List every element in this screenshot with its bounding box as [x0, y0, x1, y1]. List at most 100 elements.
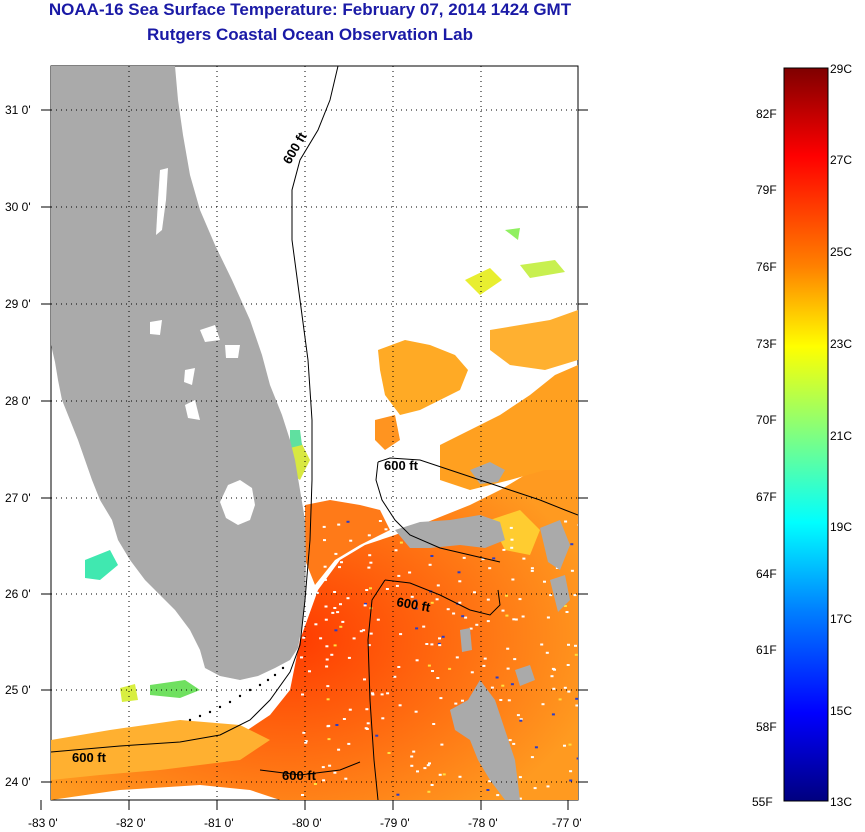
- sst-pixel: [513, 658, 517, 661]
- sst-pixel: [540, 643, 544, 646]
- sst-pixel: [507, 699, 511, 702]
- sst-pixel: [574, 653, 578, 656]
- sst-pixel: [334, 629, 338, 632]
- sst-pixel: [397, 574, 401, 577]
- sst-pixel: [414, 599, 418, 602]
- sst-pixel: [482, 664, 486, 667]
- sst-pixel: [314, 623, 318, 626]
- sst-pixel: [488, 780, 492, 783]
- sst-pixel: [461, 615, 465, 618]
- sst-pixel: [457, 571, 461, 574]
- lon-label: -81 0': [204, 816, 234, 830]
- sst-pixel: [363, 678, 366, 681]
- sst-pixel: [509, 526, 513, 529]
- sst-pixel: [488, 567, 492, 570]
- sst-pixel: [422, 625, 426, 628]
- sst-pixel: [454, 702, 458, 705]
- sst-pixel: [530, 756, 534, 759]
- celsius-label: 17C: [830, 612, 852, 626]
- sst-pixel: [486, 620, 490, 623]
- sst-pixel: [430, 555, 434, 557]
- sst-pixel: [412, 750, 416, 753]
- sst-pixel: [410, 755, 414, 758]
- sst-pixel: [496, 794, 500, 797]
- sst-pixel: [573, 594, 577, 597]
- sst-pixel: [464, 616, 468, 619]
- sst-pixel: [486, 598, 490, 601]
- sst-pixel: [430, 784, 434, 786]
- fahrenheit-label: 76F: [756, 260, 777, 274]
- colorbar-fahrenheit-labels: 82F 79F 76F 73F 70F 67F 64F 61F 58F 55F: [752, 107, 777, 809]
- sst-pixel: [558, 698, 562, 701]
- sst-pixel: [369, 632, 373, 635]
- sst-pixel: [410, 764, 414, 767]
- sst-pixel: [461, 699, 464, 702]
- sst-pixel: [475, 623, 479, 626]
- sst-pixel: [348, 708, 352, 711]
- sst-pixel: [455, 656, 459, 659]
- sst-pixel: [510, 683, 514, 686]
- sst-pixel: [397, 666, 401, 668]
- sst-pixel: [567, 643, 570, 646]
- sst-pixel: [495, 676, 499, 679]
- sst-pixel: [363, 604, 367, 607]
- sst-pixel: [323, 565, 327, 568]
- florida-keys: [188, 666, 285, 722]
- sst-pixel: [435, 598, 439, 601]
- sst-pixel: [564, 520, 568, 523]
- sst-pixel: [325, 665, 329, 668]
- fahrenheit-label: 55F: [752, 795, 773, 809]
- sst-pixel: [301, 794, 304, 796]
- sst-pixel: [340, 561, 343, 564]
- sst-pixel: [301, 693, 304, 696]
- sst-pixel: [337, 523, 341, 526]
- sst-pixel: [550, 675, 554, 678]
- sst-pixel: [346, 520, 350, 523]
- sst-pixel: [327, 738, 331, 741]
- sst-pixel: [367, 534, 371, 537]
- florida-land: [51, 66, 306, 680]
- sst-pixel: [575, 704, 578, 707]
- sst-pixel: [333, 591, 337, 593]
- sst-pixel: [505, 594, 508, 597]
- longitude-labels: -83 0' -82 0' -81 0' -80 0' -79 0' -78 0…: [28, 816, 582, 830]
- sst-pixel: [324, 618, 328, 621]
- sst-pixel: [570, 543, 574, 546]
- sst-pixel: [514, 618, 518, 621]
- sst-pixel: [395, 584, 399, 587]
- sst-pixel: [414, 710, 418, 713]
- sst-pixel: [553, 668, 556, 671]
- sst-pixel: [546, 616, 550, 619]
- sst-pixel: [436, 584, 440, 587]
- sst-pixel: [446, 608, 450, 611]
- sst-pixel: [439, 697, 443, 700]
- sst-pixel: [333, 644, 337, 647]
- colorbar-celsius-labels: 29C 27C 25C 23C 21C 19C 17C 15C 13C: [830, 62, 852, 809]
- lat-label: 26 0': [5, 587, 31, 601]
- sst-pixel: [543, 580, 546, 583]
- sst-pixel: [336, 611, 340, 614]
- sst-pixel: [375, 734, 379, 737]
- sst-pixel: [505, 614, 509, 617]
- sst-pixel: [393, 675, 397, 678]
- sst-pixel: [326, 685, 330, 688]
- fahrenheit-label: 73F: [756, 337, 777, 351]
- sst-pixel: [339, 625, 343, 628]
- sst-pixel: [442, 773, 446, 776]
- sst-pixel: [325, 645, 329, 648]
- sst-pixel: [334, 552, 338, 555]
- depth-contours: [51, 66, 578, 800]
- sst-pixel: [378, 520, 382, 522]
- sst-pixel: [352, 637, 356, 640]
- sst-pixel: [302, 731, 306, 734]
- sst-pixel: [462, 556, 466, 559]
- sst-pixel: [315, 591, 319, 594]
- lat-label: 28 0': [5, 394, 31, 408]
- contour-label-southwest: 600 ft: [72, 750, 107, 765]
- fahrenheit-label: 70F: [756, 413, 777, 427]
- lon-label: -78 0': [468, 816, 498, 830]
- sst-pixel: [438, 637, 441, 640]
- sst-pixel: [376, 618, 380, 621]
- sst-pixel: [470, 671, 474, 674]
- sst-pixel: [322, 525, 326, 528]
